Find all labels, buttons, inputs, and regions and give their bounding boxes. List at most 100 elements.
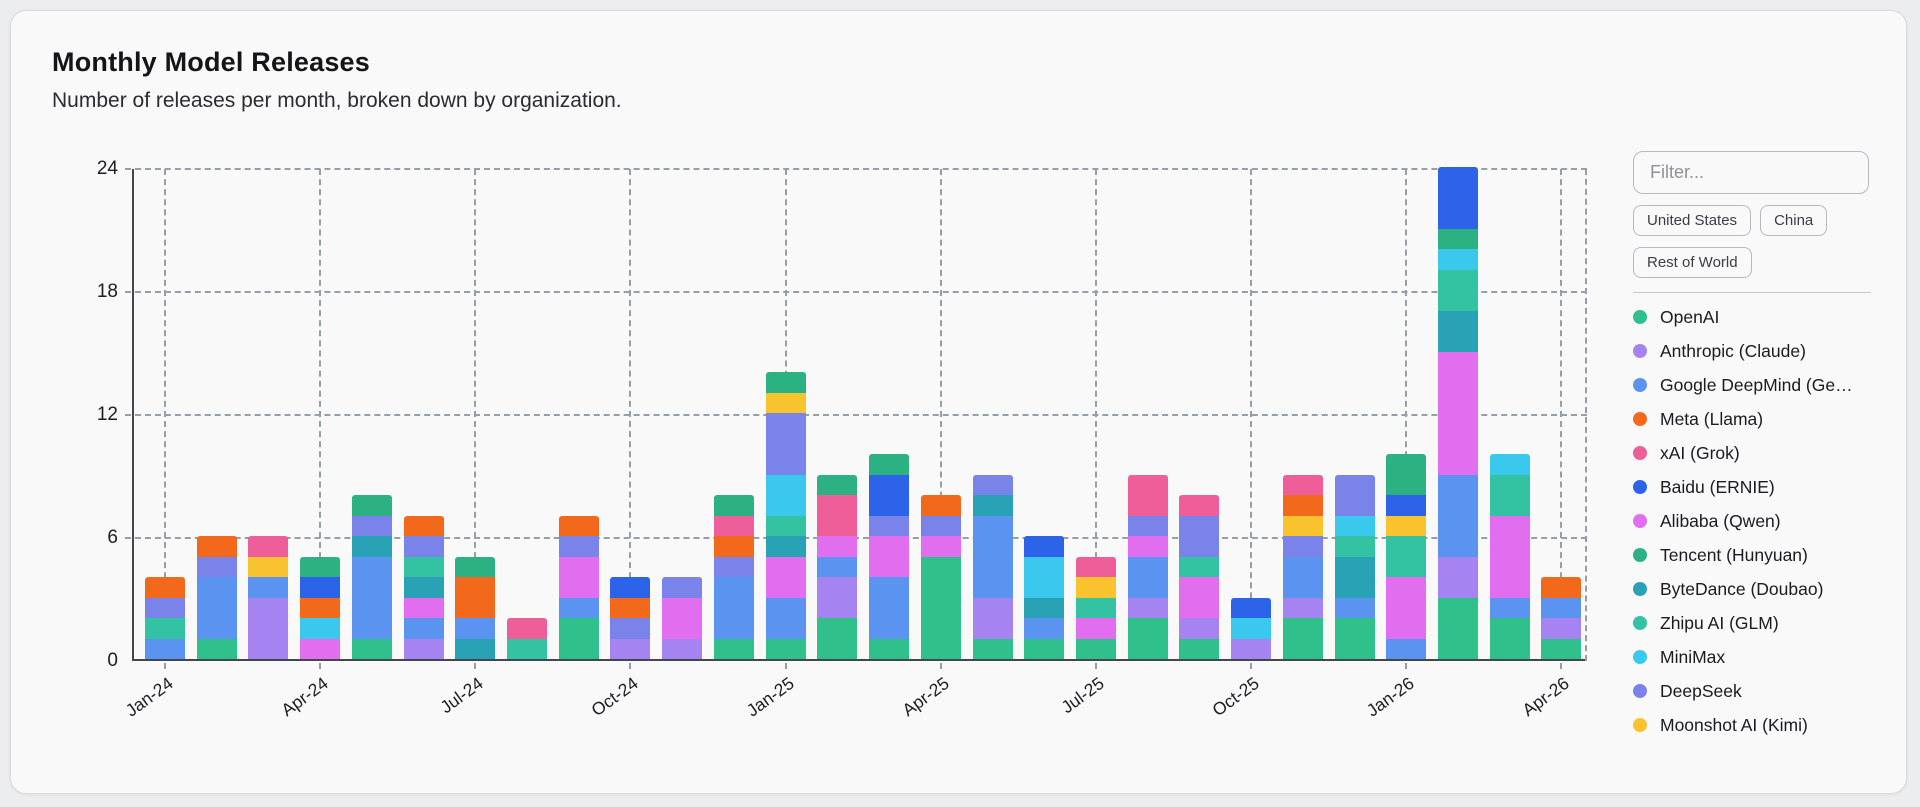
bar-Feb-26[interactable] (1438, 167, 1478, 659)
bar-segment-alibaba[interactable] (920, 536, 961, 557)
bar-segment-alibaba[interactable] (1179, 577, 1220, 618)
bar-segment-meta[interactable] (403, 515, 444, 536)
legend-item-baidu[interactable]: Baidu (ERNIE) (1633, 476, 1879, 498)
bar-Jun-25[interactable] (1024, 536, 1065, 659)
bar-Dec-25[interactable] (1334, 474, 1375, 659)
bar-segment-alibaba[interactable] (1127, 536, 1168, 557)
bar-segment-deepseek[interactable] (145, 597, 185, 618)
filter-button-china[interactable]: China (1760, 205, 1828, 236)
bar-segment-alibaba[interactable] (1386, 577, 1427, 639)
bar-segment-deepseek[interactable] (1282, 536, 1323, 557)
bar-segment-openai[interactable] (558, 618, 599, 659)
bar-segment-bytedance[interactable] (765, 536, 806, 557)
bar-segment-zhipu[interactable] (1438, 269, 1478, 311)
bar-Oct-25[interactable] (1231, 597, 1272, 659)
bar-segment-meta[interactable] (145, 577, 185, 598)
filter-input[interactable] (1633, 151, 1869, 194)
bar-segment-meta[interactable] (300, 597, 341, 618)
bar-segment-deepseek[interactable] (1334, 474, 1375, 516)
bar-segment-alibaba[interactable] (1438, 351, 1478, 475)
bar-segment-zhipu[interactable] (145, 618, 185, 639)
legend-item-meta[interactable]: Meta (Llama) (1633, 408, 1879, 430)
bar-Feb-24[interactable] (196, 536, 237, 659)
bar-segment-moonshot[interactable] (765, 392, 806, 413)
legend-item-xai[interactable]: xAI (Grok) (1633, 442, 1879, 464)
bar-segment-moonshot[interactable] (1075, 577, 1116, 598)
bar-segment-openai[interactable] (351, 638, 392, 659)
bar-segment-bytedance[interactable] (351, 536, 392, 557)
bar-segment-google[interactable] (1024, 618, 1065, 639)
bar-segment-xai[interactable] (817, 495, 858, 536)
bar-segment-baidu[interactable] (1231, 597, 1272, 618)
bar-segment-bytedance[interactable] (403, 577, 444, 598)
bar-Mar-24[interactable] (248, 536, 289, 659)
bar-segment-meta[interactable] (1541, 577, 1582, 598)
bar-segment-minimax[interactable] (1438, 249, 1478, 270)
legend-item-minimax[interactable]: MiniMax (1633, 646, 1879, 668)
bar-segment-alibaba[interactable] (1489, 515, 1530, 598)
bar-segment-google[interactable] (248, 577, 289, 598)
bar-segment-zhipu[interactable] (765, 515, 806, 536)
bar-segment-meta[interactable] (558, 515, 599, 536)
bar-Nov-24[interactable] (662, 577, 703, 659)
bar-Dec-24[interactable] (713, 495, 754, 659)
bar-segment-meta[interactable] (455, 577, 496, 618)
bar-Jul-24[interactable] (455, 556, 496, 659)
bar-segment-zhipu[interactable] (403, 556, 444, 577)
bar-segment-deepseek[interactable] (558, 536, 599, 557)
bar-Oct-24[interactable] (610, 577, 651, 659)
bar-segment-anthropic[interactable] (972, 597, 1013, 639)
bar-segment-bytedance[interactable] (455, 638, 496, 659)
bar-segment-anthropic[interactable] (1438, 556, 1478, 598)
bar-segment-moonshot[interactable] (248, 556, 289, 577)
bar-segment-deepseek[interactable] (972, 474, 1013, 495)
bar-segment-google[interactable] (817, 556, 858, 577)
bar-segment-google[interactable] (1386, 638, 1427, 659)
bar-segment-openai[interactable] (1024, 638, 1065, 659)
bar-May-25[interactable] (972, 474, 1013, 659)
bar-segment-alibaba[interactable] (817, 536, 858, 557)
bar-Sep-25[interactable] (1179, 495, 1220, 659)
bar-segment-anthropic[interactable] (403, 638, 444, 659)
bar-segment-openai[interactable] (972, 638, 1013, 659)
bar-segment-deepseek[interactable] (196, 556, 237, 577)
filter-button-rest-of-world[interactable]: Rest of World (1633, 247, 1752, 278)
bar-segment-minimax[interactable] (1334, 515, 1375, 536)
bar-segment-alibaba[interactable] (403, 597, 444, 618)
bar-segment-anthropic[interactable] (1231, 638, 1272, 659)
bar-segment-google[interactable] (869, 577, 910, 639)
bar-segment-alibaba[interactable] (558, 556, 599, 598)
bar-segment-openai[interactable] (196, 638, 237, 659)
bar-segment-zhipu[interactable] (1489, 474, 1530, 516)
bar-segment-openai[interactable] (765, 638, 806, 659)
bar-segment-moonshot[interactable] (1282, 515, 1323, 536)
bar-segment-google[interactable] (403, 618, 444, 639)
bar-segment-bytedance[interactable] (972, 495, 1013, 516)
bar-segment-minimax[interactable] (765, 474, 806, 516)
bar-segment-zhipu[interactable] (1075, 597, 1116, 618)
bar-segment-xai[interactable] (248, 536, 289, 557)
bar-segment-openai[interactable] (1541, 638, 1582, 659)
bar-segment-deepseek[interactable] (1179, 515, 1220, 557)
bar-segment-zhipu[interactable] (1179, 556, 1220, 577)
bar-segment-tencent[interactable] (869, 454, 910, 475)
legend-item-bytedance[interactable]: ByteDance (Doubao) (1633, 578, 1879, 600)
bar-segment-tencent[interactable] (713, 495, 754, 516)
bar-segment-google[interactable] (196, 577, 237, 639)
bar-segment-zhipu[interactable] (507, 638, 548, 659)
bar-segment-anthropic[interactable] (1127, 597, 1168, 618)
bar-segment-anthropic[interactable] (1541, 618, 1582, 639)
legend-item-moonshot[interactable]: Moonshot AI (Kimi) (1633, 714, 1879, 736)
bar-segment-meta[interactable] (920, 495, 961, 516)
bar-May-24[interactable] (351, 495, 392, 659)
bar-segment-meta[interactable] (196, 536, 237, 557)
bar-segment-tencent[interactable] (1438, 228, 1478, 249)
bar-Jan-26[interactable] (1386, 454, 1427, 659)
bar-segment-openai[interactable] (1282, 618, 1323, 659)
bar-Feb-25[interactable] (817, 474, 858, 659)
bar-segment-google[interactable] (558, 597, 599, 618)
bar-segment-anthropic[interactable] (662, 638, 703, 659)
bar-Sep-24[interactable] (558, 515, 599, 659)
bar-segment-tencent[interactable] (351, 495, 392, 516)
bar-segment-xai[interactable] (1127, 474, 1168, 516)
